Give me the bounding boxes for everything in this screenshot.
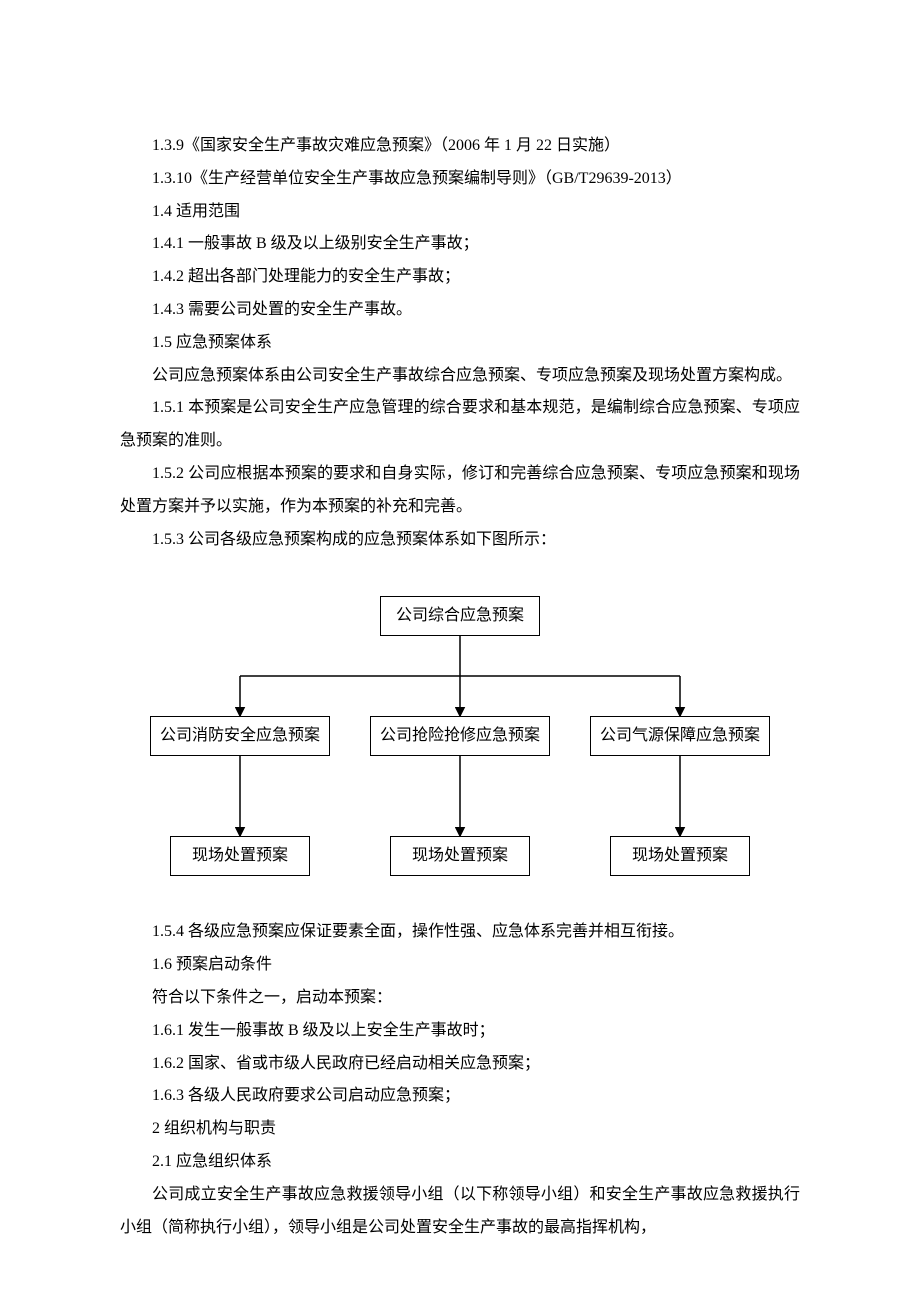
para-1-3-10: 1.3.10《生产经营单位安全生产事故应急预案编制导则》（GB/T29639-2… xyxy=(120,163,800,196)
tree-node-b1: 现场处置预案 xyxy=(170,836,310,876)
para-1-5-4: 1.5.4 各级应急预案应保证要素全面，操作性强、应急体系完善并相互衔接。 xyxy=(120,916,800,949)
heading-2-1: 2.1 应急组织体系 xyxy=(120,1146,800,1179)
tree-node-b3: 现场处置预案 xyxy=(610,836,750,876)
tree-node-root: 公司综合应急预案 xyxy=(380,596,540,636)
heading-1-6: 1.6 预案启动条件 xyxy=(120,949,800,982)
para-1-5-1-text: 1.5.1 本预案是公司安全生产应急管理的综合要求和基本规范，是编制综合应急预案… xyxy=(120,399,800,449)
para-1-6-3: 1.6.3 各级人民政府要求公司启动应急预案； xyxy=(120,1080,800,1113)
heading-2: 2 组织机构与职责 xyxy=(120,1113,800,1146)
para-1-5-intro: 公司应急预案体系由公司安全生产事故综合应急预案、专项应急预案及现场处置方案构成。 xyxy=(120,360,800,393)
para-1-4-1: 1.4.1 一般事故 B 级及以上级别安全生产事故； xyxy=(120,228,800,261)
para-1-4-3: 1.4.3 需要公司处置的安全生产事故。 xyxy=(120,294,800,327)
para-1-6-1: 1.6.1 发生一般事故 B 级及以上安全生产事故时； xyxy=(120,1015,800,1048)
heading-1-4: 1.4 适用范围 xyxy=(120,196,800,229)
para-1-5-3: 1.5.3 公司各级应急预案构成的应急预案体系如下图所示： xyxy=(120,524,800,557)
para-1-5-intro-text: 公司应急预案体系由公司安全生产事故综合应急预案、专项应急预案及现场处置方案构成。 xyxy=(152,367,792,384)
para-1-5-1: 1.5.1 本预案是公司安全生产应急管理的综合要求和基本规范，是编制综合应急预案… xyxy=(120,392,800,458)
tree-node-m1: 公司消防安全应急预案 xyxy=(150,716,330,756)
tree-node-m3: 公司气源保障应急预案 xyxy=(590,716,770,756)
para-2-1-body: 公司成立安全生产事故应急救援领导小组（以下称领导小组）和安全生产事故应急救援执行… xyxy=(120,1179,800,1245)
heading-1-5: 1.5 应急预案体系 xyxy=(120,327,800,360)
para-1-6-2: 1.6.2 国家、省或市级人民政府已经启动相关应急预案； xyxy=(120,1048,800,1081)
para-1-5-2: 1.5.2 公司应根据本预案的要求和自身实际，修订和完善综合应急预案、专项应急预… xyxy=(120,458,800,524)
para-1-4-2: 1.4.2 超出各部门处理能力的安全生产事故； xyxy=(120,261,800,294)
tree-node-b2: 现场处置预案 xyxy=(390,836,530,876)
para-1-6-intro: 符合以下条件之一，启动本预案： xyxy=(120,982,800,1015)
para-1-3-9: 1.3.9《国家安全生产事故灾难应急预案》（2006 年 1 月 22 日实施） xyxy=(120,130,800,163)
para-1-5-2-text: 1.5.2 公司应根据本预案的要求和自身实际，修订和完善综合应急预案、专项应急预… xyxy=(120,465,800,515)
para-2-1-body-text: 公司成立安全生产事故应急救援领导小组（以下称领导小组）和安全生产事故应急救援执行… xyxy=(120,1186,800,1236)
emergency-plan-tree-diagram: 公司综合应急预案公司消防安全应急预案公司抢险抢修应急预案公司气源保障应急预案现场… xyxy=(150,596,770,896)
tree-node-m2: 公司抢险抢修应急预案 xyxy=(370,716,550,756)
